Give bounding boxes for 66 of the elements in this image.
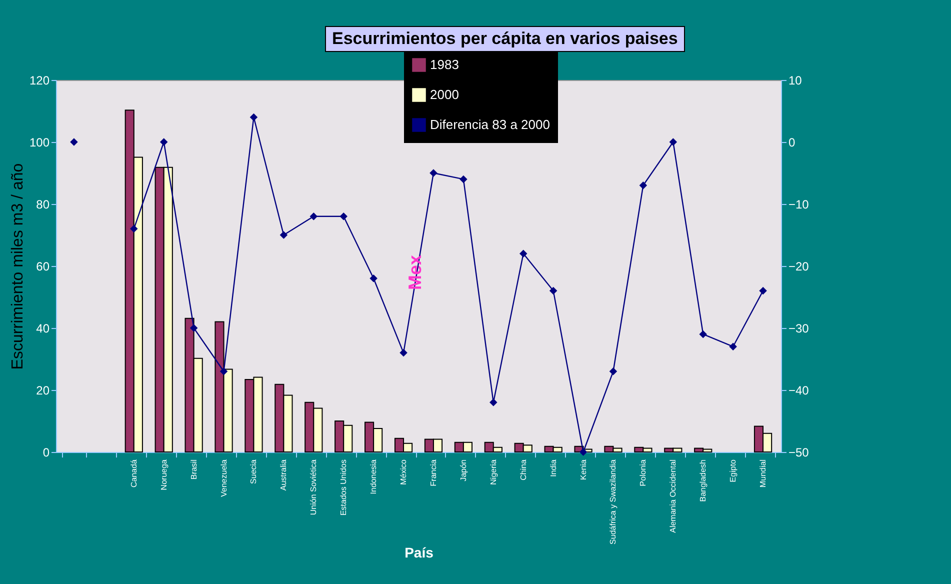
point bbox=[250, 113, 258, 122]
x-tick-label: Egipto bbox=[728, 458, 738, 482]
x-tick-label: Francia bbox=[428, 458, 438, 486]
y-tick-label: 120 bbox=[29, 74, 50, 88]
legend-label: 2000 bbox=[430, 87, 459, 102]
y2-tick-label: 10 bbox=[788, 74, 802, 88]
x-tick-label: Noruega bbox=[159, 458, 168, 490]
point bbox=[430, 169, 438, 177]
point bbox=[130, 224, 138, 233]
y-tick-label: 40 bbox=[36, 322, 50, 336]
x-tick-label: Nigeria bbox=[488, 458, 498, 485]
point bbox=[579, 448, 588, 456]
legend-label: 1983 bbox=[430, 57, 459, 72]
y2-tick-label: 0 bbox=[788, 136, 796, 150]
x-tick-label: Alemania Occidental bbox=[668, 459, 678, 533]
y2-tick-label: −30 bbox=[788, 322, 810, 336]
point bbox=[370, 274, 378, 282]
x-tick-label: Indonesia bbox=[369, 458, 378, 494]
y-tick-label: 80 bbox=[36, 198, 50, 212]
point bbox=[699, 330, 707, 338]
x-tick-label: Mundial bbox=[758, 459, 768, 488]
x-tick-label: Sudáfrica y Swazilandia bbox=[608, 458, 618, 544]
y2-tick-label: −20 bbox=[788, 260, 810, 274]
x-tick-label: Japón bbox=[458, 460, 468, 482]
y-tick-label: 100 bbox=[29, 136, 50, 150]
y-axis-title: Escurrimiento miles m3 / año bbox=[9, 163, 26, 370]
point bbox=[160, 138, 168, 146]
point bbox=[729, 342, 737, 350]
point bbox=[310, 212, 318, 220]
x-axis-title: País bbox=[404, 544, 434, 560]
x-tick-label: Venezuela bbox=[219, 458, 228, 497]
point bbox=[759, 286, 767, 295]
y2-tick-label: −10 bbox=[788, 198, 810, 212]
point bbox=[280, 231, 288, 239]
legend-label: Diferencia 83 a 2000 bbox=[430, 117, 550, 132]
point bbox=[490, 398, 498, 406]
point bbox=[340, 212, 348, 220]
point bbox=[460, 175, 468, 184]
y-tick-label: 0 bbox=[42, 446, 50, 460]
point bbox=[400, 348, 408, 357]
annotation: Mex bbox=[405, 254, 426, 290]
y2-tick-label: −50 bbox=[788, 446, 810, 460]
point bbox=[220, 368, 228, 376]
x-tick-label: Australia bbox=[279, 458, 288, 491]
point bbox=[519, 250, 528, 258]
y2-tick-label: −40 bbox=[788, 384, 810, 398]
chart-title: Escurrimientos per cápita en varios paises bbox=[325, 26, 685, 52]
point bbox=[669, 138, 678, 146]
x-tick-label: México bbox=[399, 458, 408, 485]
x-tick-label: Polonia bbox=[638, 458, 648, 486]
x-tick-label: Bangladesh bbox=[698, 460, 708, 502]
x-tick-label: China bbox=[518, 458, 528, 480]
x-tick-label: Unión Soviética bbox=[309, 458, 318, 516]
y-tick-label: 20 bbox=[36, 384, 50, 398]
point bbox=[190, 324, 198, 332]
y-tick-label: 60 bbox=[36, 260, 50, 274]
x-tick-label: Brasil bbox=[189, 459, 198, 480]
x-tick-label: Estados Unidos bbox=[339, 460, 348, 516]
point bbox=[70, 138, 78, 146]
x-tick-label: Kenia bbox=[578, 458, 588, 480]
point bbox=[549, 286, 558, 295]
x-tick-label: Suecia bbox=[249, 458, 258, 484]
x-tick-label: India bbox=[548, 458, 558, 477]
point bbox=[639, 182, 648, 190]
point bbox=[609, 368, 618, 376]
x-tick-label: Canadá bbox=[129, 458, 138, 488]
